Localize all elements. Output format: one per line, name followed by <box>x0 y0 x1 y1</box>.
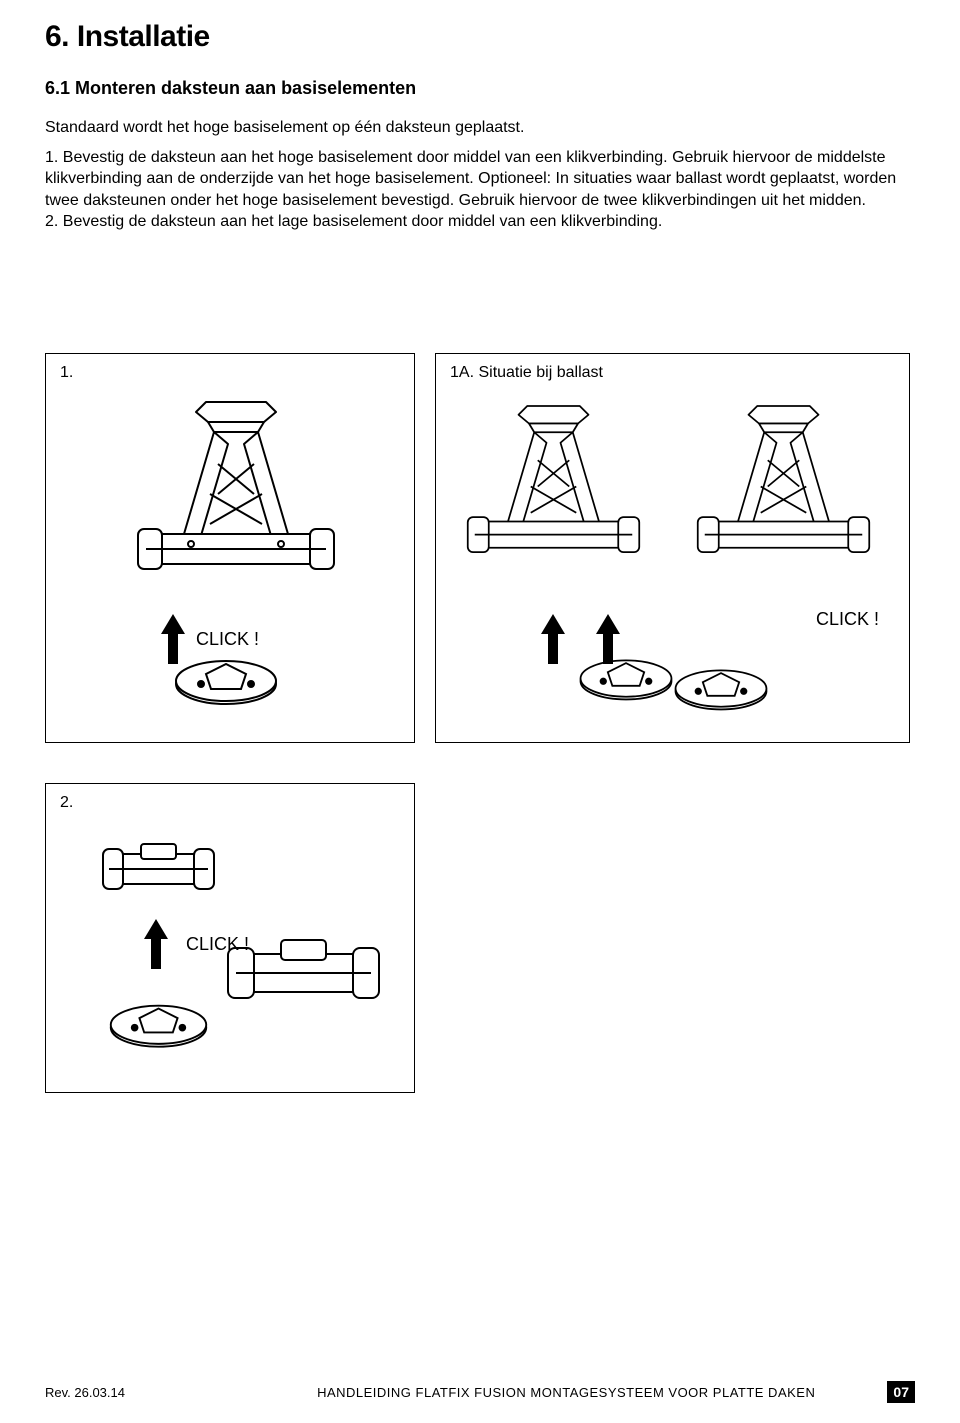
bracket-tall-icon <box>136 394 336 604</box>
foot-disc-icon <box>171 654 281 709</box>
footer-revision: Rev. 26.03.14 <box>45 1385 245 1400</box>
foot-disc-icon <box>106 999 211 1054</box>
step-2-text: 2. Bevestig de daksteun aan het lage bas… <box>45 211 915 233</box>
click-label-1: CLICK ! <box>196 629 259 650</box>
figure-1a-label: 1A. Situatie bij ballast <box>450 364 603 382</box>
intro-text: Standaard wordt het hoge basiselement op… <box>45 117 915 139</box>
figure-1: 1. <box>45 353 415 743</box>
bracket-short-icon <box>101 839 216 904</box>
figure-2-label: 2. <box>60 794 73 812</box>
footer-page-number: 07 <box>887 1381 915 1403</box>
footer-title: HANDLEIDING FLATFIX FUSION MONTAGESYSTEE… <box>245 1385 887 1400</box>
bracket-tall-icon <box>466 399 641 599</box>
bracket-tall-icon <box>696 399 871 599</box>
arrow-up-icon <box>144 919 168 969</box>
step-1-text: 1. Bevestig de daksteun aan het hoge bas… <box>45 147 915 212</box>
bracket-short-icon <box>226 934 381 1019</box>
click-label-2: CLICK ! <box>186 934 249 955</box>
section-heading: 6. Installatie <box>45 20 915 54</box>
figures-row-1: 1. <box>45 353 915 743</box>
figure-2: 2. <box>45 783 415 1093</box>
foot-disc-icon <box>576 654 676 709</box>
subsection-heading: 6.1 Monteren daksteun aan basiselementen <box>45 78 915 99</box>
figure-1a: 1A. Situatie bij ballast <box>435 353 910 743</box>
page-footer: Rev. 26.03.14 HANDLEIDING FLATFIX FUSION… <box>0 1381 960 1403</box>
foot-disc-icon <box>671 664 771 719</box>
click-label-1a: CLICK ! <box>816 609 879 630</box>
arrow-up-icon <box>541 614 565 664</box>
arrow-up-icon <box>161 614 185 664</box>
figure-1-label: 1. <box>60 364 73 382</box>
arrow-up-icon <box>596 614 620 664</box>
